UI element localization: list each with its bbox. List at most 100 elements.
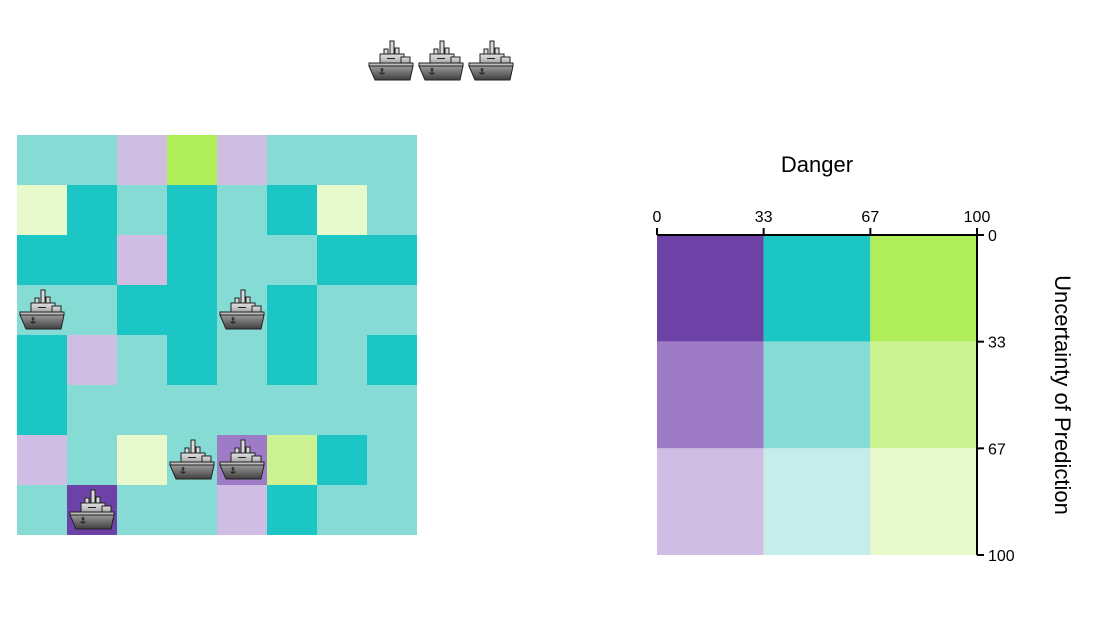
legend-cell	[763, 341, 871, 449]
pool-ship[interactable]	[366, 36, 416, 86]
board-cell[interactable]	[17, 335, 67, 385]
placed-ship[interactable]	[217, 285, 267, 335]
legend-y-tick-label: 67	[988, 441, 1006, 458]
board-cell[interactable]	[267, 135, 317, 185]
ship-icon	[219, 289, 265, 330]
board-cell[interactable]	[17, 285, 67, 335]
board-cell[interactable]	[17, 235, 67, 285]
legend-y-title: Uncertainty of Prediction	[1050, 275, 1075, 515]
board-cell[interactable]	[67, 235, 117, 285]
board-cell[interactable]	[167, 485, 217, 535]
placed-ship[interactable]	[167, 435, 217, 485]
board-cell[interactable]	[267, 285, 317, 335]
board-cell[interactable]	[167, 335, 217, 385]
board-cell[interactable]	[167, 435, 217, 485]
board-cell[interactable]	[217, 185, 267, 235]
board-cell[interactable]	[167, 135, 217, 185]
board-cell[interactable]	[17, 185, 67, 235]
board-cell[interactable]	[117, 235, 167, 285]
ship-icon	[69, 489, 115, 530]
board-cell[interactable]	[117, 185, 167, 235]
board-cell[interactable]	[67, 185, 117, 235]
board-cell[interactable]	[67, 435, 117, 485]
legend-cell	[763, 448, 871, 555]
board-cell[interactable]	[67, 485, 117, 535]
board-cell[interactable]	[367, 385, 417, 435]
legend-title: Danger	[780, 152, 854, 177]
board-cell[interactable]	[67, 135, 117, 185]
board-cell[interactable]	[17, 385, 67, 435]
legend-cell	[870, 341, 977, 449]
legend-y-tick-label: 0	[988, 228, 997, 245]
board-cell[interactable]	[217, 435, 267, 485]
board-cell[interactable]	[367, 285, 417, 335]
legend-cell	[763, 235, 871, 342]
board-cell[interactable]	[17, 435, 67, 485]
ship-icon	[468, 40, 514, 81]
ship-icon	[368, 40, 414, 81]
board-cell[interactable]	[67, 385, 117, 435]
board-cell[interactable]	[117, 485, 167, 535]
board-cell[interactable]	[167, 285, 217, 335]
board-cell[interactable]	[167, 235, 217, 285]
board-cell[interactable]	[117, 285, 167, 335]
placed-ship[interactable]	[67, 485, 117, 535]
board-cell[interactable]	[317, 485, 367, 535]
ship-icon	[169, 439, 215, 480]
legend-cell	[870, 235, 977, 342]
board-cell[interactable]	[267, 485, 317, 535]
board-cell[interactable]	[317, 235, 367, 285]
board-cell[interactable]	[267, 435, 317, 485]
legend-y-tick-label: 33	[988, 335, 1006, 352]
legend-cell	[657, 235, 764, 342]
board-cell[interactable]	[117, 435, 167, 485]
board-cell[interactable]	[217, 385, 267, 435]
board-cell[interactable]	[267, 185, 317, 235]
board-cell[interactable]	[267, 235, 317, 285]
board-cell[interactable]	[217, 135, 267, 185]
board-cell[interactable]	[367, 135, 417, 185]
board-cell[interactable]	[367, 235, 417, 285]
ship-pool	[366, 36, 518, 86]
legend-x-tick-label: 67	[861, 209, 879, 226]
board-cell[interactable]	[267, 335, 317, 385]
board-cell[interactable]	[67, 285, 117, 335]
board-cell[interactable]	[17, 485, 67, 535]
pool-ship[interactable]	[416, 36, 466, 86]
legend-y-tick-label: 100	[988, 548, 1015, 565]
game-board	[17, 135, 417, 535]
legend-x-tick-label: 100	[964, 209, 991, 226]
board-cell[interactable]	[217, 485, 267, 535]
board-cell[interactable]	[217, 235, 267, 285]
ship-icon	[19, 289, 65, 330]
board-cell[interactable]	[317, 335, 367, 385]
placed-ship[interactable]	[17, 285, 67, 335]
board-cell[interactable]	[367, 435, 417, 485]
board-cell[interactable]	[217, 335, 267, 385]
pool-ship[interactable]	[466, 36, 516, 86]
board-cell[interactable]	[217, 285, 267, 335]
board-cell[interactable]	[317, 435, 367, 485]
placed-ship[interactable]	[217, 435, 267, 485]
board-cell[interactable]	[117, 135, 167, 185]
board-cell[interactable]	[317, 185, 367, 235]
board-cell[interactable]	[367, 485, 417, 535]
board-cell[interactable]	[367, 185, 417, 235]
legend-cell	[657, 341, 764, 449]
legend: 0 33 67 100 0 33 67 100	[653, 209, 1015, 565]
board-cell[interactable]	[317, 135, 367, 185]
board-cell[interactable]	[167, 385, 217, 435]
board-cell[interactable]	[167, 185, 217, 235]
board-cell[interactable]	[367, 335, 417, 385]
board-cell[interactable]	[67, 335, 117, 385]
board-cell[interactable]	[317, 285, 367, 335]
board-cell[interactable]	[17, 135, 67, 185]
legend-cell	[870, 448, 977, 555]
board-cell[interactable]	[267, 385, 317, 435]
board-cell[interactable]	[317, 385, 367, 435]
legend-cell	[657, 448, 764, 555]
legend-x-tick-label: 0	[653, 209, 662, 226]
board-cell[interactable]	[117, 335, 167, 385]
ship-icon	[219, 439, 265, 480]
board-cell[interactable]	[117, 385, 167, 435]
